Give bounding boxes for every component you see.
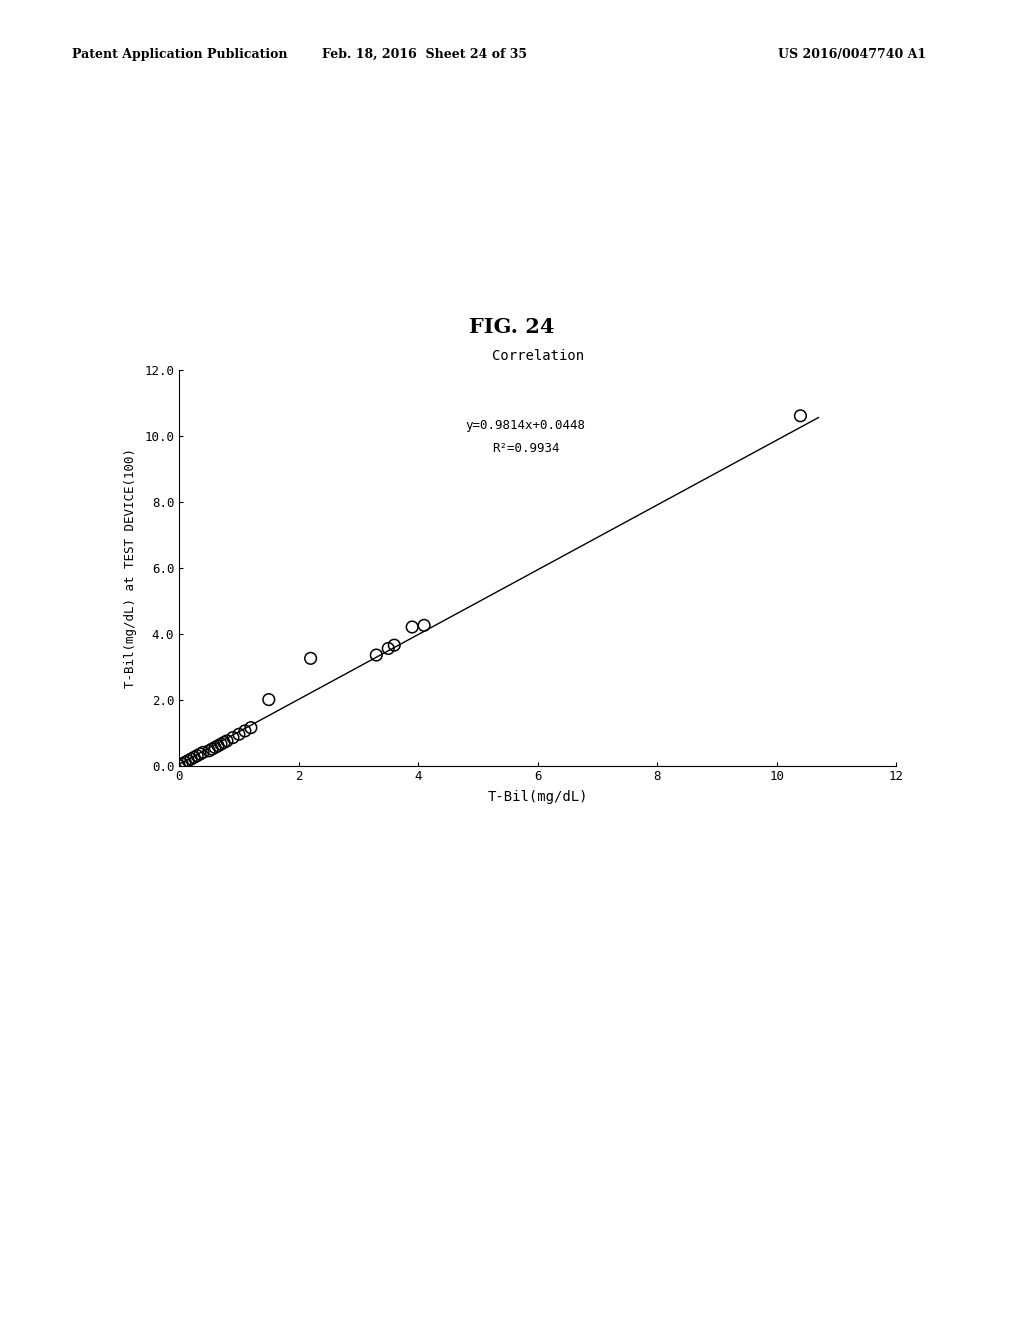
Text: Patent Application Publication: Patent Application Publication [72, 48, 287, 61]
Point [219, 730, 236, 751]
Point [213, 734, 229, 755]
Text: US 2016/0047740 A1: US 2016/0047740 A1 [778, 48, 927, 61]
X-axis label: T-Bil(mg/dL): T-Bil(mg/dL) [487, 791, 588, 804]
Point [386, 635, 402, 656]
Point [183, 748, 200, 770]
Point [243, 717, 259, 738]
Point [171, 755, 187, 776]
Point [237, 721, 253, 742]
Point [403, 616, 420, 638]
Point [204, 739, 220, 760]
Point [224, 727, 242, 748]
Point [230, 723, 247, 744]
Text: R²=0.9934: R²=0.9934 [492, 442, 559, 455]
Point [302, 648, 318, 669]
Point [380, 638, 396, 659]
Point [368, 644, 384, 665]
Point [188, 744, 205, 766]
Point [201, 741, 217, 762]
Point [260, 689, 276, 710]
Point [216, 731, 232, 752]
Text: FIG. 24: FIG. 24 [469, 317, 555, 337]
Point [177, 752, 194, 774]
Point [207, 737, 223, 758]
Point [195, 742, 211, 763]
Point [210, 735, 226, 756]
Point [191, 743, 208, 764]
Text: y=0.9814x+0.0448: y=0.9814x+0.0448 [466, 420, 586, 432]
Point [793, 405, 809, 426]
Point [180, 750, 197, 771]
Point [186, 747, 203, 768]
Title: Correlation: Correlation [492, 348, 584, 363]
Y-axis label: T-Bil(mg/dL) at TEST DEVICE(100): T-Bil(mg/dL) at TEST DEVICE(100) [124, 447, 137, 688]
Point [174, 754, 190, 775]
Point [416, 615, 432, 636]
Text: Feb. 18, 2016  Sheet 24 of 35: Feb. 18, 2016 Sheet 24 of 35 [323, 48, 527, 61]
